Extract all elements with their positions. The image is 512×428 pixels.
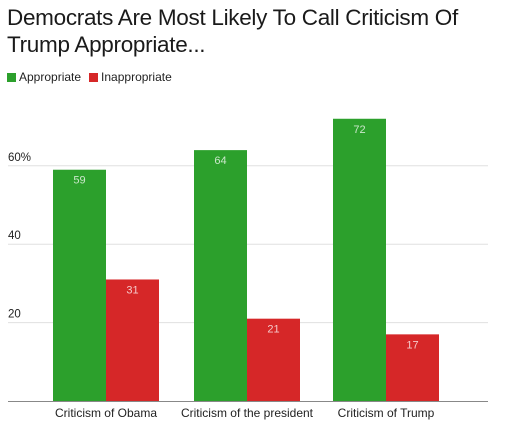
- data-label-appropriate-1: 59: [73, 175, 85, 187]
- data-label-appropriate-2: 64: [214, 155, 226, 167]
- legend-label-inappropriate: Inappropriate: [101, 70, 172, 84]
- bar-inappropriate-2: [247, 318, 300, 401]
- bar-appropriate-3: [333, 118, 386, 401]
- bar-appropriate-1: [53, 169, 106, 401]
- chart-title: Democrats Are Most Likely To Call Critic…: [7, 5, 458, 57]
- legend-swatch-inappropriate: [89, 72, 99, 82]
- legend: Appropriate Inappropriate: [7, 70, 180, 84]
- bar-appropriate-2: [194, 150, 247, 401]
- y-tick-label-20: 20: [8, 309, 21, 321]
- data-label-appropriate-3: 72: [353, 124, 365, 136]
- data-label-inappropriate-3: 17: [406, 339, 418, 351]
- x-tick-label-2: Criticism of the president: [181, 406, 314, 420]
- bar-inappropriate-3: [386, 334, 439, 401]
- y-tick-label-60: 60%: [8, 152, 31, 164]
- data-label-inappropriate-1: 31: [126, 284, 138, 296]
- x-tick-label-3: Criticism of Trump: [338, 406, 435, 420]
- legend-item-appropriate: Appropriate: [7, 70, 81, 84]
- y-tick-label-40: 40: [8, 230, 21, 242]
- bar-inappropriate-1: [106, 279, 159, 401]
- legend-label-appropriate: Appropriate: [19, 70, 82, 84]
- x-tick-label-1: Criticism of Obama: [55, 406, 157, 420]
- legend-item-inappropriate: Inappropriate: [89, 70, 172, 84]
- legend-swatch-appropriate: [7, 72, 16, 82]
- data-label-inappropriate-2: 21: [267, 324, 279, 336]
